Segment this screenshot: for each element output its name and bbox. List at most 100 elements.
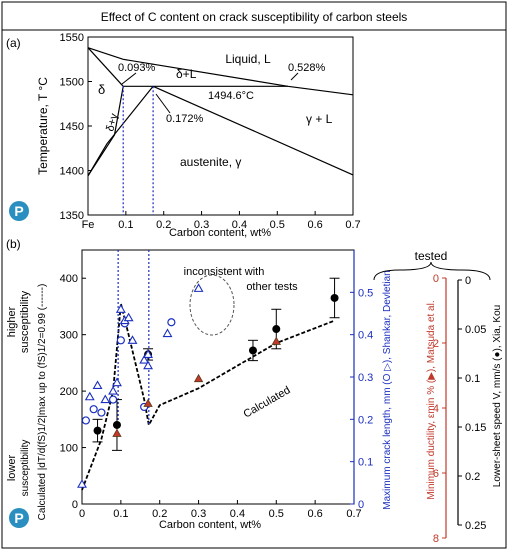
point-shankar-triangle [127, 335, 138, 344]
point-shankar-circle [108, 395, 118, 404]
panel-b-label: (b) [6, 237, 21, 251]
label-0093: 0.093% [118, 62, 156, 74]
panel-b-x-tick-label: 0.2 [152, 508, 167, 520]
calculated-label: Calculated [242, 384, 293, 420]
point-shankar-triangle [108, 386, 119, 395]
panel-a-y-axis-label: Temperature, T °C [36, 77, 50, 175]
point-matsuda [271, 336, 281, 345]
label-peritectic-temp: 1494.6°C [208, 90, 254, 102]
point-shankar-triangle [193, 283, 204, 292]
point-xia-kou [330, 293, 339, 302]
panel-a-x-tick-label: 0.5 [270, 219, 285, 231]
point-shankar-circle [89, 405, 98, 414]
panel-b-x-tick-label: 0.5 [269, 508, 284, 520]
point-shankar-triangle [139, 354, 150, 364]
point-matsuda [112, 428, 122, 437]
phase-line-gamma-solidus [152, 85, 354, 176]
crack-axis-tick-label: 0 [358, 499, 364, 511]
lower-label-2: susceptibility [20, 440, 31, 497]
label-0172: 0.172% [166, 113, 204, 125]
tested-bracket [373, 261, 491, 281]
phase-line-delta-gamma-right [87, 85, 154, 177]
panel-a-x-tick-label: 0.1 [118, 219, 133, 231]
label-delta-gamma: δ+γ [104, 112, 120, 133]
speed-axis-label: Lower-sheet speed V, mm/s (●), Xia, Kou [492, 305, 503, 487]
point-shankar-circle [81, 416, 90, 425]
tested-label: tested [415, 249, 448, 263]
ductility-axis-tick-label: 8 [433, 533, 439, 545]
point-xia-kou [248, 346, 257, 355]
crack-axis-label: Maximum crack length, mm (O ▷), Shankar,… [382, 270, 393, 509]
speed-axis-tick-label: 0 [465, 275, 471, 287]
point-shankar-circle [97, 408, 106, 417]
left-axis-tick-label: 100 [60, 443, 78, 455]
calculated-curve [81, 303, 335, 491]
panel-a-x-tick-label: 0.6 [307, 219, 322, 231]
panel-a: (a) Temperature, T °C Carbon content, wt… [6, 32, 361, 239]
panel-b-x-tick-label: 0 [79, 508, 85, 520]
higher-label-2: susceptibility [19, 290, 31, 353]
label-austenite: austenite, γ [180, 155, 241, 169]
crack-axis-tick-label: 0.3 [358, 372, 373, 384]
crack-axis-tick-label: 0.1 [358, 457, 373, 469]
speed-axis: Lower-sheet speed V, mm/s (●), Xia, Kou … [457, 275, 503, 532]
left-axis-tick-label: 300 [60, 330, 78, 342]
panel-a-x-tick-label: 0.4 [232, 219, 247, 231]
panel-b-x-tick-label: 0.4 [230, 508, 245, 520]
speed-axis-tick-label: 0.15 [465, 422, 486, 434]
speed-axis-tick-label: 0.2 [465, 471, 480, 483]
point-shankar-triangle [162, 328, 173, 338]
label-0528: 0.528% [288, 62, 326, 74]
panel-b-x-tick-label: 0.7 [346, 508, 361, 520]
point-shankar-circle [167, 318, 176, 327]
point-xia-kou [112, 420, 121, 429]
panel-a-x-tick-label: 0.7 [345, 219, 360, 231]
point-shankar-triangle [143, 360, 154, 370]
ductility-axis-label: Minimum ductility, εmin % (▶), Matsuda e… [426, 300, 437, 499]
label-liquid: Liquid, L [225, 52, 271, 66]
phase-line-liquidus [87, 47, 354, 96]
phase-line-delta-gamma-left [87, 86, 124, 177]
arrow-0172 [155, 93, 171, 114]
panel-b-x-tick-label: 0.6 [307, 508, 322, 520]
higher-label: higher [6, 306, 18, 337]
ductility-axis-tick-label: 4 [433, 403, 439, 415]
ductility-axis-tick-label: 2 [433, 338, 439, 350]
panel-a-y-tick-label: 1550 [60, 32, 84, 44]
crack-axis-tick-label: 0.4 [358, 330, 373, 342]
panel-a-label: (a) [6, 36, 21, 50]
point-shankar-triangle [100, 394, 111, 404]
panel-a-y-tick-label: 1400 [60, 166, 84, 178]
figure-title: Effect of C content on crack susceptibil… [101, 10, 408, 24]
panel-a-x-tick-label: 0.2 [156, 219, 171, 231]
crack-axis-tick-label: 0.2 [358, 414, 373, 426]
speed-axis-tick-label: 0.1 [465, 373, 480, 385]
point-matsuda [143, 398, 153, 407]
point-shankar-triangle [112, 377, 122, 387]
point-shankar-triangle [84, 391, 95, 401]
left-axis-tick-label: 200 [60, 386, 78, 398]
ductility-axis-tick-label: 0 [433, 273, 439, 285]
panel-b: (b) Carbon content, wt% Calculated |dT/d… [6, 237, 393, 531]
point-shankar-triangle [143, 349, 154, 358]
panel-a-y-tick-label: 1500 [60, 77, 84, 89]
p-logo-letter: P [14, 203, 23, 219]
annotation-line-2: other tests [246, 281, 298, 293]
panel-a-x-tick-label: 0.3 [194, 219, 209, 231]
point-xia-kou [93, 426, 102, 435]
label-delta: δ [98, 82, 105, 97]
annotation-line-1: inconsistent with [184, 266, 265, 278]
crack-axis-tick-label: 0.5 [358, 287, 373, 299]
inconsistent-ellipse [189, 274, 235, 336]
panel-b-x-tick-label: 0.3 [191, 508, 206, 520]
point-shankar-triangle [77, 479, 87, 488]
arrow-0093 [121, 72, 137, 85]
left-axis-label: Calculated |dT/d(fS)1/2|max up to (fS)1/… [37, 284, 48, 521]
label-gamma-liquid: γ + L [306, 112, 333, 126]
speed-axis-tick-label: 0.25 [465, 520, 486, 532]
point-shankar-triangle [115, 304, 126, 313]
panel-a-x-tick-label: Fe [82, 219, 95, 231]
ductility-axis: Minimum ductility, εmin % (▶), Matsuda e… [426, 273, 447, 545]
